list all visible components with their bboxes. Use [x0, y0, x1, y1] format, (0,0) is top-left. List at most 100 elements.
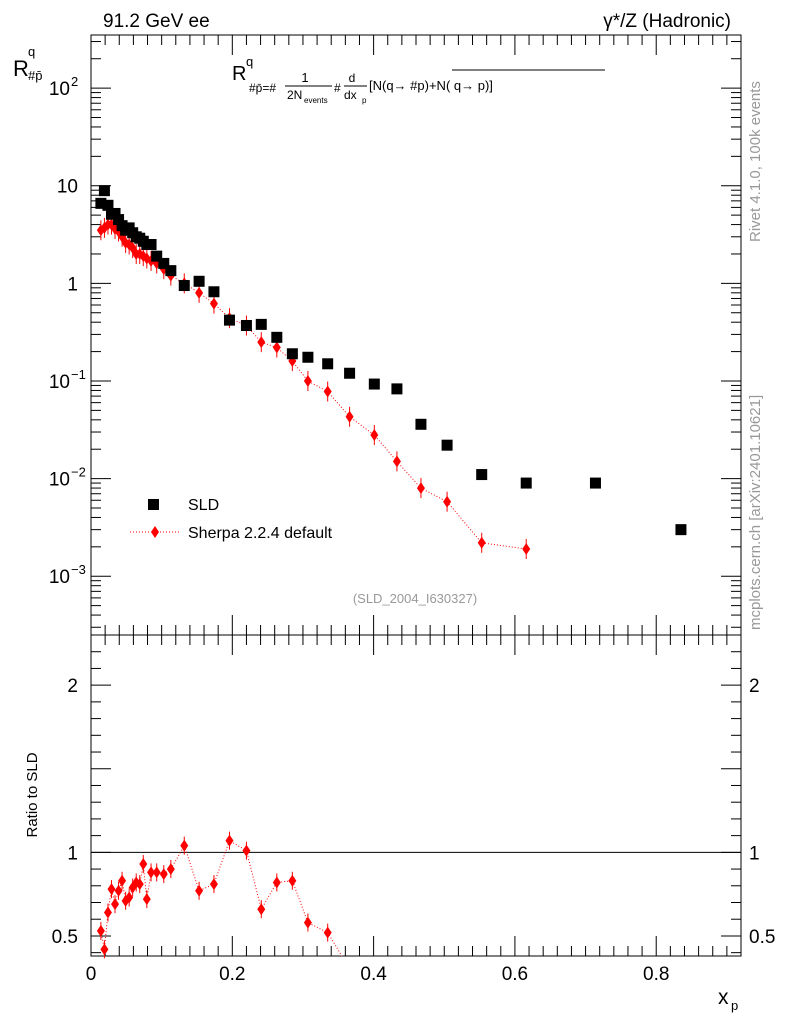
ratio-point [107, 883, 116, 896]
ratio-point [242, 844, 251, 857]
ratio-point [142, 893, 151, 906]
sld-point [286, 348, 298, 360]
sherpa-point [323, 385, 332, 398]
sld-point [223, 314, 235, 326]
sld-point [113, 214, 125, 226]
ratio-point [225, 834, 234, 847]
ratio-y-tick-label-right: 1 [749, 843, 760, 864]
sld-point [589, 477, 601, 489]
sherpa-point [257, 336, 266, 349]
ratio-x-tick-labels: 0 0.2 0.4 0.6 0.8 [86, 964, 670, 985]
title-mid: # [334, 81, 341, 95]
sld-point [240, 320, 252, 332]
sld-point [441, 439, 453, 451]
ratio-point [323, 926, 332, 939]
sherpa-point [443, 495, 452, 508]
sld-point [98, 185, 110, 197]
main-y-tick-label: 10 [49, 79, 70, 100]
ratio-point [125, 891, 134, 904]
main-ylabel-sup: q [28, 44, 35, 59]
sherpa-point [209, 297, 218, 310]
legend: SLD Sherpa 2.2.4 default [130, 497, 333, 542]
legend-sld-marker [148, 499, 159, 510]
x-tick-label: 0 [86, 964, 97, 985]
ratio-point [100, 943, 109, 956]
main-ylabel-base: R [13, 56, 29, 81]
title-frac1-denominator-sub: events [304, 96, 328, 105]
sld-point [95, 197, 107, 209]
ratio-point [103, 906, 112, 919]
sld-point [109, 207, 121, 219]
sherpa-point [303, 374, 312, 387]
legend-sherpa-label: Sherpa 2.2.4 default [188, 525, 333, 542]
sherpa-point [135, 247, 144, 260]
header-left-label: 91.2 GeV ee [103, 11, 210, 32]
ratio-point [114, 884, 123, 897]
sld-point [476, 469, 488, 481]
sld-point [415, 418, 427, 430]
title-frac2-numerator: d [349, 71, 356, 85]
title-frac2-denominator: dx [344, 88, 357, 102]
sld-point [344, 367, 356, 379]
xlabel-sub: p [731, 998, 738, 1013]
ratio-y-tick-label-right: 0.5 [749, 927, 775, 948]
ratio-point [303, 916, 312, 929]
sherpa-point [392, 455, 401, 468]
ratio-point [288, 874, 297, 887]
analysis-id-watermark: (SLD_2004_I630327) [353, 591, 477, 606]
sld-point [158, 257, 170, 269]
title-frac1-denominator: 2N [287, 88, 302, 102]
plot-title-formula: R q #p̄=# 1 2N events # d dx p [N(q→ #p)… [232, 54, 605, 105]
mcplots-label: mcplots.cern.ch [arXiv:2401.10621] [747, 395, 764, 630]
x-tick-label: 0.6 [502, 964, 528, 985]
title-prefix: R [232, 63, 246, 85]
ratio-point [135, 878, 144, 891]
sld-point [193, 275, 205, 287]
title-sub: #p̄=# [249, 81, 276, 95]
x-tick-label: 0.2 [219, 964, 245, 985]
sherpa-point [272, 341, 281, 354]
sld-point [322, 358, 334, 370]
ratio-point [96, 924, 105, 937]
sherpa-point [195, 286, 204, 299]
ratio-point [159, 868, 168, 881]
ratio-point [180, 839, 189, 852]
main-data-layer [95, 185, 687, 560]
ratio-point [147, 866, 156, 879]
ratio-y-tick-label-right: 2 [749, 676, 760, 697]
legend-sherpa-marker [151, 526, 159, 538]
main-y-tick-label: 10 [49, 470, 70, 491]
main-y-tick-label: 10 [49, 567, 70, 588]
ratio-point [166, 863, 175, 876]
main-y-tick-label: 10 [57, 177, 78, 198]
sld-point [368, 378, 380, 390]
ratio-point [152, 866, 161, 879]
title-tail: [N(q→ #p)+N( q→ p)] [369, 78, 493, 93]
sherpa-point [522, 543, 531, 556]
main-y-tick-label: 1 [67, 274, 78, 295]
ratio-y-tick-label-left: 2 [67, 676, 78, 697]
sld-point [271, 331, 283, 343]
ratio-y-tick-label-left: 0.5 [52, 927, 78, 948]
sld-point [145, 239, 157, 251]
main-y-tick-label-exponent: −3 [71, 562, 86, 577]
main-y-tick-label: 10 [49, 372, 70, 393]
ratio-x-ticks [90, 635, 742, 956]
header-right-label: γ*/Z (Hadronic) [603, 11, 731, 32]
title-frac1-numerator: 1 [301, 70, 308, 85]
sld-point [208, 286, 220, 298]
ratio-point [257, 903, 266, 916]
ratio-point [195, 884, 204, 897]
sld-point [165, 265, 177, 277]
main-ylabel-sub: #p̄ [28, 68, 42, 83]
sld-point [151, 250, 163, 262]
sherpa-point [370, 428, 379, 441]
x-tick-label: 0.4 [360, 964, 387, 985]
sherpa-point [416, 482, 425, 495]
ratio-point [209, 878, 218, 891]
sld-point [255, 318, 267, 330]
sld-point [391, 383, 403, 395]
